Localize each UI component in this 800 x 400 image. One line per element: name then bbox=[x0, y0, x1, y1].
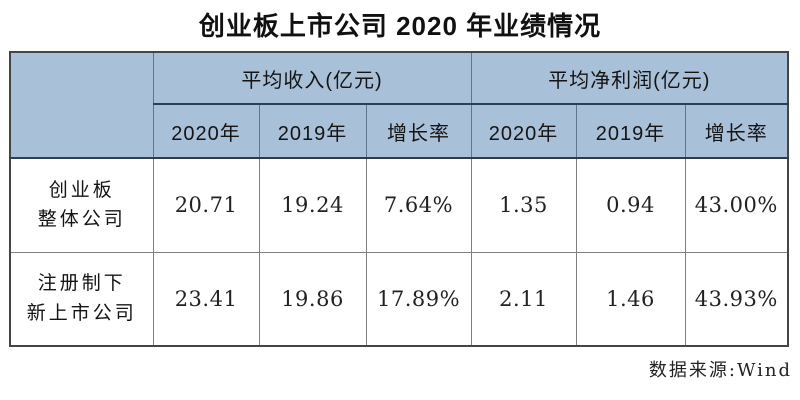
col-group-avg-revenue: 平均收入(亿元) bbox=[152, 51, 472, 105]
value-cell: 17.89% bbox=[365, 251, 472, 347]
col-header-revenue-growth: 增长率 bbox=[365, 103, 472, 159]
page-title: 创业板上市公司 2020 年业绩情况 bbox=[198, 11, 602, 41]
value-cell: 20.71 bbox=[152, 157, 260, 253]
col-header-profit-growth: 增长率 bbox=[684, 103, 789, 159]
col-header-profit-2020: 2020年 bbox=[470, 103, 577, 159]
value-cell: 0.94 bbox=[575, 157, 686, 253]
header-group-row: 平均收入(亿元) 平均净利润(亿元) bbox=[9, 51, 789, 159]
value-cell: 19.24 bbox=[258, 157, 367, 253]
value-cell: 23.41 bbox=[152, 251, 260, 347]
col-header-revenue-2020: 2020年 bbox=[152, 103, 260, 159]
corner-cell bbox=[9, 51, 154, 159]
col-header-profit-2019: 2019年 bbox=[575, 103, 686, 159]
header-year-row: 2020年 2019年 增长率 2020年 2019年 增长率 bbox=[10, 103, 789, 159]
row-label-registration-new: 注册制下 新上市公司 bbox=[9, 251, 154, 347]
value-cell: 1.35 bbox=[470, 157, 577, 253]
value-cell: 7.64% bbox=[365, 157, 472, 253]
col-header-revenue-2019: 2019年 bbox=[258, 103, 367, 159]
table-row-registration-new: 注册制下 新上市公司 23.41 19.86 17.89% 2.11 1.46 … bbox=[9, 251, 789, 347]
col-group-avg-net-profit: 平均净利润(亿元) bbox=[470, 51, 789, 105]
performance-table: 平均收入(亿元) 平均净利润(亿元) 2020年 2019年 增长率 2020年… bbox=[9, 51, 790, 347]
value-cell: 1.46 bbox=[575, 251, 686, 347]
value-cell: 43.00% bbox=[684, 157, 789, 253]
data-source-note: 数据来源:Wind bbox=[648, 360, 792, 381]
value-cell: 19.86 bbox=[258, 251, 367, 347]
table-row-chinext-overall: 创业板 整体公司 20.71 19.24 7.64% 1.35 0.94 43.… bbox=[9, 157, 789, 253]
value-cell: 2.11 bbox=[470, 251, 577, 347]
row-label-chinext-overall: 创业板 整体公司 bbox=[9, 157, 154, 253]
value-cell: 43.93% bbox=[684, 251, 789, 347]
